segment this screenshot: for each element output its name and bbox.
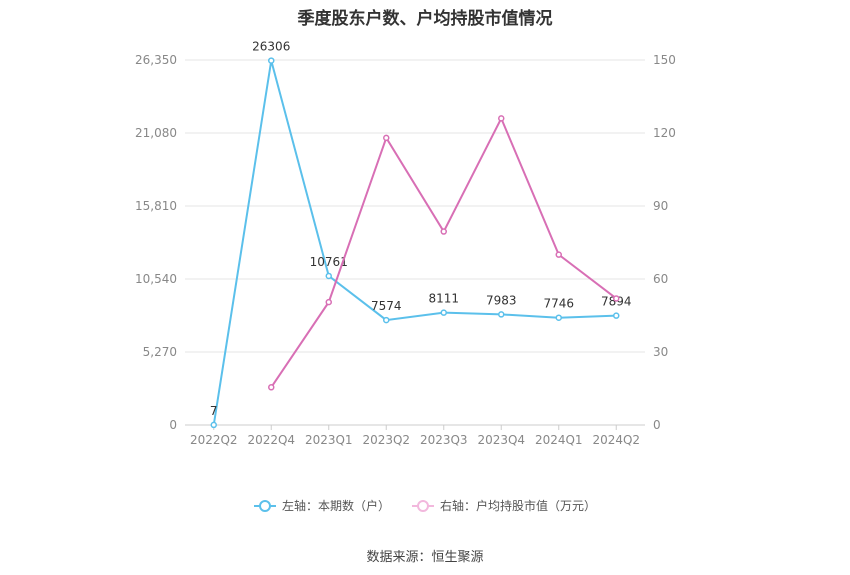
data-point-left: [210, 421, 217, 429]
y-left-tick-label: 10,540: [135, 272, 177, 286]
y-left-tick-label: 5,270: [143, 345, 177, 359]
legend-swatch-left: [253, 499, 276, 512]
data-label: 26306: [252, 40, 290, 54]
data-point-left: [440, 309, 447, 316]
series-line-left: [212, 60, 617, 426]
legend-item-left[interactable]: 左轴：本期数（户）: [253, 497, 390, 514]
data-label: 7983: [486, 293, 517, 307]
x-tick-label: 2024Q1: [535, 433, 583, 447]
x-tick-label: 2022Q4: [247, 433, 295, 447]
chart-title: 季度股东户数、户均持股市值情况: [297, 9, 553, 29]
y-right-tick-label: 90: [653, 199, 668, 213]
data-point-left: [268, 57, 275, 64]
data-label: 7746: [543, 297, 574, 311]
data-point-left: [325, 272, 332, 280]
y-right-tick-label: 0: [653, 418, 661, 432]
data-label: 7: [210, 404, 218, 418]
data-point-right: [383, 134, 390, 142]
y-right-tick-label: 30: [653, 345, 668, 359]
data-label: 8111: [428, 292, 459, 306]
data-point-right: [613, 295, 620, 302]
y-right-tick-label: 120: [653, 126, 676, 140]
data-point-left: [383, 316, 390, 324]
legend-swatch-right: [412, 499, 434, 512]
data-point-right: [325, 298, 332, 306]
data-label: 7574: [371, 299, 402, 313]
x-tick-label: 2023Q3: [420, 433, 468, 447]
x-tick-label: 2023Q1: [305, 433, 353, 447]
data-point-right: [555, 251, 562, 258]
data-point-left: [498, 311, 505, 318]
data-point-right: [440, 228, 447, 235]
data-point-right: [498, 115, 505, 122]
y-left-tick-label: 15,810: [135, 199, 177, 213]
legend-label-left: 左轴：本期数（户）: [281, 499, 390, 513]
legend-item-right[interactable]: 右轴：户均持股市值（万元）: [412, 497, 596, 514]
legend-label-right: 右轴：户均持股市值（万元）: [440, 499, 597, 513]
y-left-tick-label: 21,080: [135, 126, 177, 140]
y-right-tick-label: 150: [653, 53, 676, 67]
data-source: 数据来源：恒生聚源: [366, 550, 484, 565]
legend: 左轴：本期数（户） 右轴：户均持股市值（万元）: [0, 497, 850, 514]
x-tick-label: 2023Q2: [362, 433, 410, 447]
data-point-left: [555, 314, 562, 321]
data-point-right: [268, 384, 275, 391]
x-tick-label: 2024Q2: [592, 433, 640, 447]
data-label: 10761: [310, 255, 348, 269]
x-tick-label: 2023Q4: [477, 433, 525, 447]
data-point-left: [613, 312, 620, 319]
y-right-tick-label: 60: [653, 272, 668, 286]
y-left-tick-label: 0: [169, 418, 177, 432]
x-tick-label: 2022Q2: [190, 433, 238, 447]
y-left-tick-label: 26,350: [135, 53, 177, 67]
